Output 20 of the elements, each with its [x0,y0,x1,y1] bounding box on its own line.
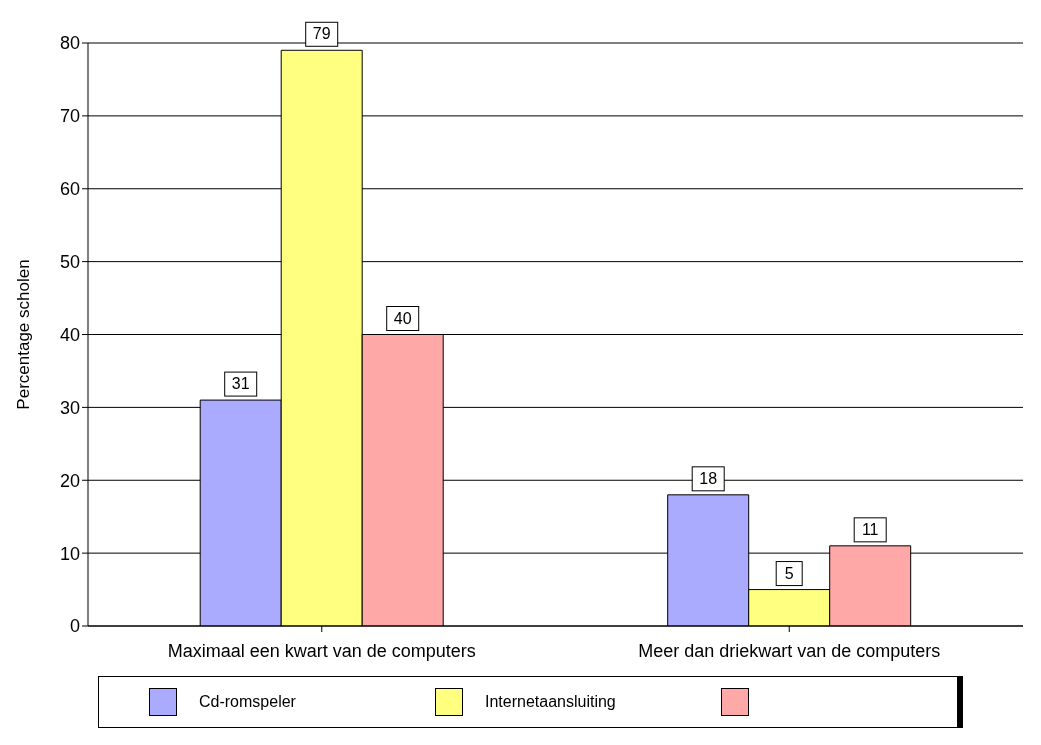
y-axis-title: Percentage scholen [14,259,34,410]
y-tick-label: 80 [59,33,80,54]
y-tick-label: 40 [59,324,80,345]
y-tick-label: 20 [59,470,80,491]
y-tick-label: 10 [59,543,80,564]
data-label: 5 [784,564,794,582]
x-tick-label: Meer dan driekwart van de computers [638,640,941,661]
y-tick-label: 70 [59,106,80,127]
legend-label: Internetaansluiting [485,693,616,711]
x-tick-label: Maximaal een kwart van de computers [167,640,476,661]
y-tick-label: 0 [69,616,80,637]
y-tick-label: 30 [59,397,80,418]
legend-label: Cd-romspeler [199,693,296,711]
y-tick-label: 50 [59,252,80,273]
y-tick-label: 60 [59,179,80,200]
data-label: 79 [312,25,331,43]
data-label: 40 [393,309,412,327]
data-label: 18 [699,469,718,487]
data-label: 31 [231,375,250,393]
data-label: 11 [861,520,879,538]
